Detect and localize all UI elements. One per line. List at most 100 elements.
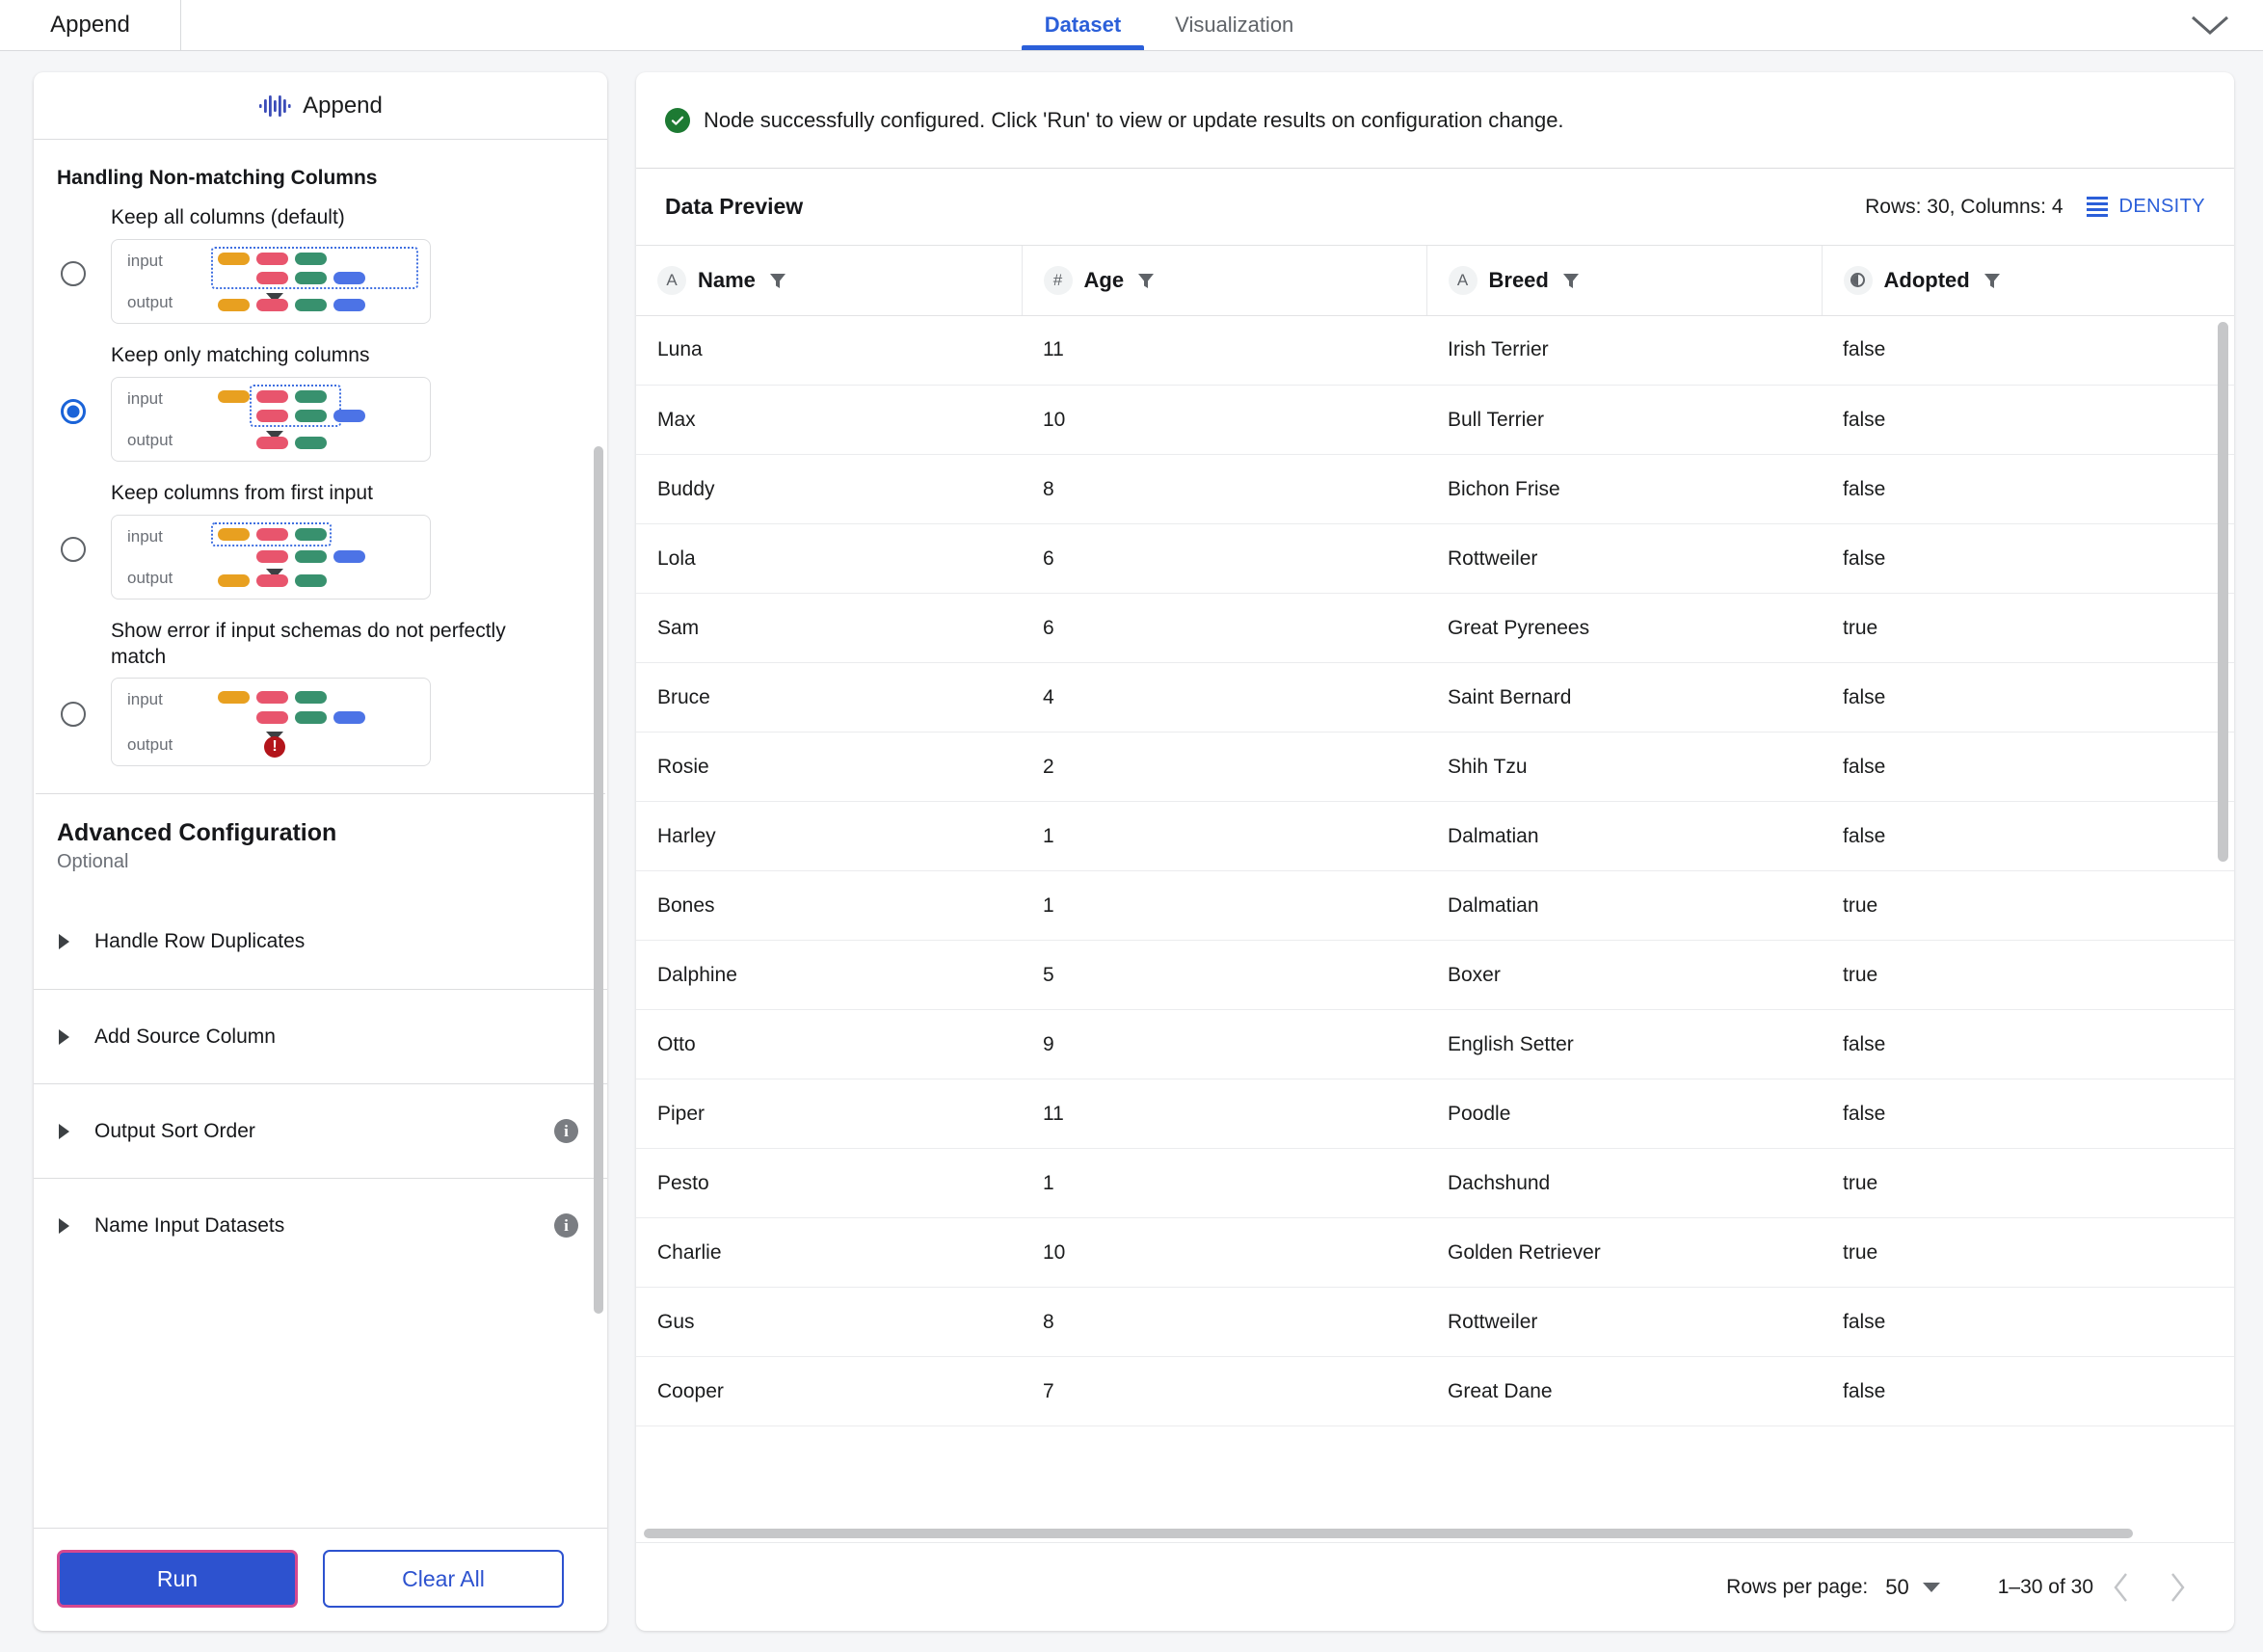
check-circle-icon [665,107,690,133]
error-icon: ! [264,736,285,759]
table-cell: false [1822,801,2234,871]
accordion-label-add-source-column: Add Source Column [94,1025,276,1048]
clear-all-button[interactable]: Clear All [323,1550,564,1608]
table-row[interactable]: Otto 9 English Setter false [636,1009,2234,1079]
table-cell: Dalphine [636,940,1022,1010]
tab-dataset[interactable]: Dataset [1018,0,1148,50]
column-header-name[interactable]: A Name [636,246,1023,316]
diagram-input-label: input [127,690,163,709]
diagram-bar-red [256,409,288,422]
diagram-bar-red [256,436,288,449]
radio-label-keep-first-input-columns: Keep columns from first input [111,481,373,504]
table-row[interactable]: Rosie 2 Shih Tzu false [636,732,2234,802]
table-row[interactable]: Gus 8 Rottweiler false [636,1287,2234,1357]
table-row[interactable]: Bones 1 Dalmatian true [636,870,2234,941]
status-message: Node successfully configured. Click 'Run… [704,107,1564,132]
diagram-bar-green [295,573,327,587]
table-row[interactable]: Bruce 4 Saint Bernard false [636,662,2234,733]
diagram-input-label: input [127,251,163,270]
diagram-bar-green [295,436,327,449]
table-horizontal-scrollbar[interactable] [644,1529,2133,1538]
table-cell: 9 [1022,1009,1426,1079]
info-icon[interactable]: i [554,1119,578,1144]
table-row[interactable]: Lola 6 Rottweiler false [636,523,2234,594]
diagram-bar-blue [333,549,365,563]
diagram-bar-blue [333,298,365,311]
radio-button-keep-all-columns[interactable] [61,261,86,286]
filter-icon[interactable] [1982,270,2003,291]
filter-icon[interactable] [1135,270,1157,291]
radio-button-keep-first-input-columns[interactable] [61,536,86,562]
filter-icon[interactable] [1560,270,1582,291]
table-row[interactable]: Pesto 1 Dachshund true [636,1148,2234,1218]
table-cell: 5 [1022,940,1426,1010]
table-row[interactable]: Max 10 Bull Terrier false [636,385,2234,455]
table-cell: 1 [1022,1148,1426,1218]
column-header-breed[interactable]: A Breed [1426,246,1823,316]
table-row[interactable]: Luna 11 Irish Terrier false [636,315,2234,386]
run-button[interactable]: Run [57,1550,298,1608]
diagram-bar-red [256,389,288,403]
tab-visualization[interactable]: Visualization [1148,0,1320,50]
table-row[interactable]: Cooper 7 Great Dane false [636,1356,2234,1426]
diagram-bar-green [295,409,327,422]
diagram-bar-red [256,271,288,284]
table-row[interactable]: Charlie 10 Golden Retriever true [636,1217,2234,1288]
table-row[interactable]: Sam 6 Great Pyrenees true [636,593,2234,663]
table-cell: Rottweiler [1426,523,1822,594]
table-row[interactable]: Piper 11 Poodle false [636,1079,2234,1149]
radio-option-keep-matching-columns[interactable]: Keep only matching columns input output [34,333,607,471]
table-cell: 8 [1022,1287,1426,1357]
table-scroll-area[interactable]: Luna 11 Irish Terrier false Max 10 Bull Terrie… [636,315,2234,1543]
table-vertical-scrollbar[interactable] [2218,321,2228,862]
collapse-panel-button[interactable] [2157,0,2263,50]
radio-option-keep-all-columns[interactable]: Keep all columns (default) input output [34,196,607,333]
diagram-highlight-box [211,521,332,546]
diagram-bar-orange [218,691,250,705]
table-cell: false [1822,1356,2234,1426]
radio-button-keep-matching-columns[interactable] [61,398,86,424]
table-cell: Dachshund [1426,1148,1822,1218]
table-cell: Saint Bernard [1426,662,1822,733]
pagination-bar: Rows per page: 50 1–30 of 30 [636,1542,2234,1631]
info-icon[interactable]: i [554,1213,578,1239]
accordion-name-input-datasets[interactable]: Name Input Datasets i [34,1178,607,1272]
table-cell: Gus [636,1287,1022,1357]
column-header-adopted[interactable]: Adopted [1822,246,2234,316]
diagram-output-label: output [127,292,173,311]
accordion-add-source-column[interactable]: Add Source Column [34,989,607,1083]
table-cell: 1 [1022,801,1426,871]
diagram-bar-orange [218,389,250,403]
table-cell: 6 [1022,593,1426,663]
accordion-label-output-sort-order: Output Sort Order [94,1119,255,1142]
radio-button-show-error[interactable] [61,701,86,727]
main-layout: Append Handling Non-matching Columns Kee… [0,51,2263,1652]
filter-icon[interactable] [767,270,788,291]
accordion-output-sort-order[interactable]: Output Sort Order i [34,1083,607,1178]
diagram-keep-matching-columns: input output [111,376,431,462]
radio-option-show-error[interactable]: Show error if input schemas do not perfe… [34,609,607,777]
density-button[interactable]: DENSITY [2086,196,2205,218]
table-row[interactable]: Harley 1 Dalmatian false [636,801,2234,871]
table-cell: Luna [636,315,1022,386]
rows-per-page-select[interactable]: 50 [1885,1575,1940,1600]
status-banner: Node successfully configured. Click 'Run… [636,72,2234,169]
table-row[interactable]: Buddy 8 Bichon Frise false [636,454,2234,524]
config-panel-header: Append [34,72,607,140]
table-cell: Pesto [636,1148,1022,1218]
previous-page-button[interactable] [2093,1559,2149,1615]
chevron-right-icon [59,1028,69,1045]
diagram-bar-orange [218,298,250,311]
column-header-age[interactable]: # Age [1022,246,1427,316]
diagram-bar-red [256,298,288,311]
table-cell: Poodle [1426,1079,1822,1149]
radio-option-keep-first-input-columns[interactable]: Keep columns from first input input outp… [34,471,607,609]
accordion-handle-row-duplicates[interactable]: Handle Row Duplicates [34,894,607,989]
config-panel-title: Append [303,92,383,119]
next-page-button[interactable] [2149,1559,2205,1615]
tab-visualization-label: Visualization [1175,13,1294,37]
tab-dataset-label: Dataset [1044,13,1122,37]
table-cell: Lola [636,523,1022,594]
table-row[interactable]: Dalphine 5 Boxer true [636,940,2234,1010]
config-panel-scrollbar[interactable] [594,446,603,1314]
